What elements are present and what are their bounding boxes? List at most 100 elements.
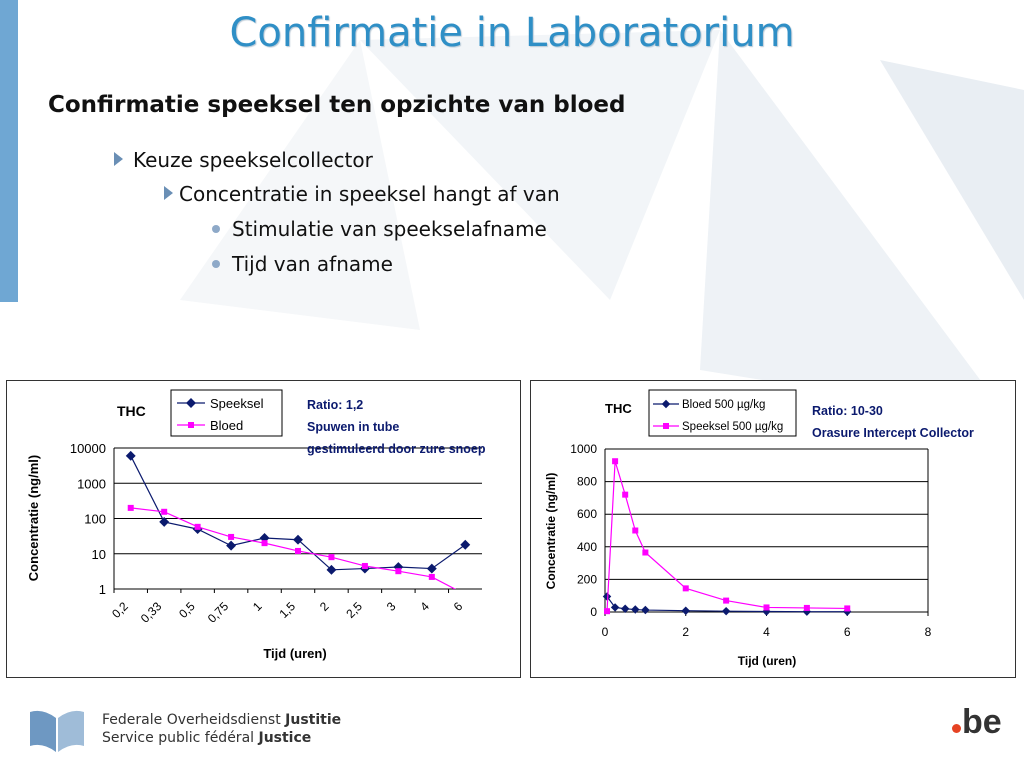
dot-bullet-icon xyxy=(212,260,220,268)
footer-line-nl-bold: Justitie xyxy=(285,712,342,728)
data-point xyxy=(460,539,471,550)
data-point xyxy=(681,606,690,615)
y-tick-label: 10 xyxy=(92,547,106,562)
x-tick-label: 2,5 xyxy=(343,599,365,621)
data-point xyxy=(361,562,368,569)
x-tick-label: 4 xyxy=(417,599,432,614)
data-point xyxy=(641,605,650,615)
arrow-bullet-icon xyxy=(114,152,123,166)
chart-left: 1 10 100 1000 10000 0,2 0,33 0,5 0,75 1 1,5 2 2,5 3 4 6… xyxy=(6,380,521,678)
footer-line-nl: Federale Overheidsdienst Justitie xyxy=(102,712,341,728)
bullet-level3: Stimulatie van speekselafname xyxy=(212,217,547,241)
x-tick-label: 8 xyxy=(925,625,932,639)
data-point xyxy=(721,606,731,616)
chart-left-svg: 1 10 100 1000 10000 0,2 0,33 0,5 0,75 1 1,5 2 2,5 3 4 6… xyxy=(26,389,486,661)
legend-box xyxy=(648,389,797,437)
x-tick-label: 4 xyxy=(763,625,770,639)
data-point xyxy=(610,603,620,612)
chart-title: THC xyxy=(117,403,146,419)
legend-label: Bloed 500 µg/kg xyxy=(682,399,765,411)
y-tick-label: 600 xyxy=(577,507,597,521)
footer-line-fr-text: Service public fédéral xyxy=(102,730,259,746)
footer-line-fr-bold: Justice xyxy=(258,730,312,746)
x-tick-label: 0,5 xyxy=(176,599,198,621)
data-point xyxy=(426,563,437,574)
data-point xyxy=(261,540,268,547)
data-point xyxy=(159,516,170,527)
data-point xyxy=(328,554,335,561)
bullet-level2: Concentratie in speeksel hangt af van xyxy=(164,182,560,206)
x-tick-label: 6 xyxy=(844,625,851,639)
x-tick-label: 2 xyxy=(317,599,332,614)
series-line xyxy=(606,596,848,613)
bullet-text: Tijd van afname xyxy=(232,252,393,276)
y-tick-label: 1000 xyxy=(570,442,597,456)
data-point xyxy=(612,458,619,465)
y-axis-label: Concentratie (ng/ml) xyxy=(26,455,41,581)
data-point xyxy=(161,508,168,515)
slide-subtitle: Confirmatie speeksel ten opzichte van bl… xyxy=(48,92,626,118)
dot-bullet-icon xyxy=(212,225,220,233)
data-point xyxy=(604,608,611,615)
bullet-text: Concentratie in speeksel hangt af van xyxy=(179,182,560,206)
data-point xyxy=(803,604,810,611)
data-point xyxy=(763,604,770,611)
legend-box xyxy=(170,389,283,437)
legend-label: Bloed xyxy=(210,418,243,433)
data-point xyxy=(631,605,640,614)
annotation-text: Ratio: 10-30 xyxy=(812,404,883,418)
data-point xyxy=(127,504,134,511)
justice-logo xyxy=(30,710,84,752)
chart-right-svg: 0 200 400 600 800 1000 0 2 4 6 8 THC Tijd (uren) Conc… xyxy=(544,389,974,668)
data-point xyxy=(194,523,201,530)
data-point xyxy=(622,491,629,498)
annotation-text: Ratio: 1,2 xyxy=(307,398,363,412)
data-point xyxy=(632,527,639,534)
chart-title: THC xyxy=(605,401,632,416)
data-point xyxy=(226,540,237,551)
footer-line-fr: Service public fédéral Justice xyxy=(102,730,311,746)
legend-marker xyxy=(188,422,194,428)
left-accent-bar xyxy=(0,0,18,302)
data-point xyxy=(428,573,435,580)
legend-marker xyxy=(663,423,669,429)
bullet-text: Stimulatie van speekselafname xyxy=(232,217,547,241)
x-tick-label: 2 xyxy=(682,625,689,639)
x-axis-label: Tijd (uren) xyxy=(738,654,796,668)
be-logo-dot-icon xyxy=(952,724,961,733)
y-tick-label: 100 xyxy=(84,512,106,527)
legend-label: Speeksel 500 µg/kg xyxy=(682,421,783,433)
bullet-level3: Tijd van afname xyxy=(212,252,393,276)
legend-label: Speeksel xyxy=(210,396,264,411)
series-line xyxy=(606,461,848,612)
data-point xyxy=(125,450,136,461)
annotation-text: Orasure Intercept Collector xyxy=(812,426,974,440)
y-tick-label: 200 xyxy=(577,572,597,586)
annotation-text: Spuwen in tube xyxy=(307,420,399,434)
data-point xyxy=(326,564,337,575)
data-point xyxy=(295,547,301,554)
x-tick-label: 0 xyxy=(602,625,609,639)
y-tick-label: 1 xyxy=(99,582,106,597)
x-tick-label: 0,2 xyxy=(109,599,131,621)
x-tick-label: 1,5 xyxy=(276,599,298,621)
slide-title: Confirmatie in Laboratorium xyxy=(229,10,795,56)
data-point xyxy=(844,605,851,612)
chart-right: 0 200 400 600 800 1000 0 2 4 6 8 THC Tijd (uren) Conc… xyxy=(530,380,1016,678)
y-tick-label: 0 xyxy=(590,605,597,619)
y-tick-label: 1000 xyxy=(77,476,106,491)
footer-line-nl-text: Federale Overheidsdienst xyxy=(102,712,286,728)
y-tick-label: 800 xyxy=(577,475,597,489)
y-tick-label: 10000 xyxy=(70,441,106,456)
data-point xyxy=(723,597,730,604)
x-tick-label: 6 xyxy=(451,599,466,614)
x-tick-label: 0,33 xyxy=(138,599,165,626)
be-logo-text: be xyxy=(962,703,1002,741)
arrow-bullet-icon xyxy=(164,186,173,200)
data-point xyxy=(228,533,235,540)
data-point xyxy=(395,568,402,575)
x-tick-label: 3 xyxy=(384,599,399,614)
data-point xyxy=(642,549,649,556)
y-axis-label: Concentratie (ng/ml) xyxy=(544,473,558,590)
